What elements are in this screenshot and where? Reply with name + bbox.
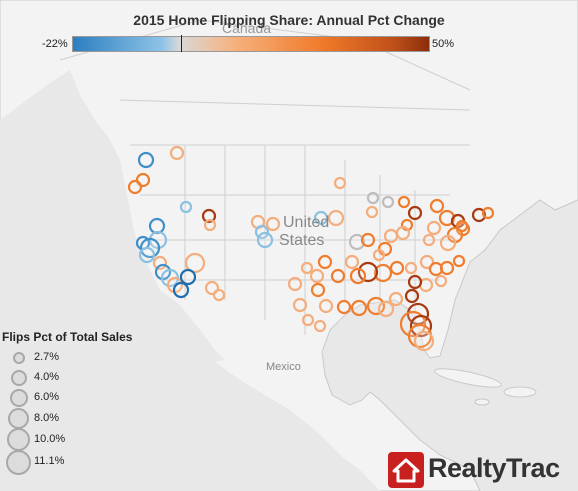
united-label: United (283, 214, 329, 231)
flip-point[interactable] (399, 310, 427, 338)
flip-point[interactable] (397, 195, 411, 209)
flip-point[interactable] (350, 299, 368, 317)
flip-point[interactable] (404, 288, 420, 304)
flip-point[interactable] (455, 219, 469, 233)
flip-point[interactable] (179, 200, 193, 214)
canada-label: Canada (222, 20, 271, 36)
flip-point[interactable] (407, 205, 423, 221)
mexico-label: Mexico (266, 361, 301, 373)
flip-point[interactable] (313, 319, 327, 333)
flip-point[interactable] (212, 288, 226, 302)
flip-point[interactable] (389, 260, 405, 276)
flip-point[interactable] (404, 261, 418, 275)
flip-point[interactable] (426, 220, 442, 236)
flip-point[interactable] (318, 298, 334, 314)
flip-point[interactable] (330, 268, 346, 284)
flip-point[interactable] (256, 231, 274, 249)
flip-point[interactable] (413, 330, 435, 352)
gulf-of-mexico (322, 305, 418, 380)
legend-circle (8, 408, 29, 429)
flip-point[interactable] (179, 268, 197, 286)
flip-point[interactable] (407, 274, 423, 290)
flip-point[interactable] (137, 151, 155, 169)
flip-point[interactable] (127, 179, 143, 195)
legend-circle (7, 428, 30, 451)
states-label: States (279, 232, 324, 249)
flip-point[interactable] (395, 225, 411, 241)
legend-circle (10, 389, 28, 407)
legend-circle (6, 450, 31, 475)
house-logo-icon (388, 452, 424, 488)
flip-point[interactable] (372, 248, 386, 262)
flip-point[interactable] (265, 216, 281, 232)
logo-text: RealtyTrac (428, 453, 560, 483)
map-title: 2015 Home Flipping Share: Annual Pct Cha… (133, 12, 445, 28)
cuba (434, 368, 502, 388)
flip-point[interactable] (366, 191, 380, 205)
flip-point[interactable] (172, 281, 190, 299)
size-legend: Flips Pct of Total Sales 2.7% 4.0% 6.0% … (2, 330, 192, 475)
legend-label: 8.0% (34, 412, 60, 424)
flip-point[interactable] (357, 261, 379, 283)
flip-point[interactable] (388, 291, 404, 307)
legend-circle (11, 370, 27, 386)
flip-point[interactable] (481, 206, 495, 220)
flip-point[interactable] (381, 195, 395, 209)
flip-point[interactable] (349, 267, 367, 285)
flip-point[interactable] (348, 233, 366, 251)
flip-point[interactable] (300, 261, 314, 275)
flip-point[interactable] (360, 232, 376, 248)
legend-label: 11.1% (34, 455, 65, 467)
flip-point[interactable] (452, 254, 466, 268)
flip-point[interactable] (336, 299, 352, 315)
baja-water (160, 290, 225, 362)
legend-label: 4.0% (34, 371, 60, 383)
flip-point[interactable] (201, 208, 217, 224)
color-scale-bar[interactable] (72, 35, 430, 52)
legend-circle (13, 352, 25, 364)
legend-label: 6.0% (34, 391, 60, 403)
flip-point[interactable] (327, 209, 345, 227)
legend-label: 2.7% (34, 351, 60, 363)
flip-point[interactable] (317, 254, 333, 270)
flip-point[interactable] (365, 205, 379, 219)
flip-point[interactable] (309, 268, 325, 284)
scale-min-label: -22% (42, 38, 68, 50)
legend-title: Flips Pct of Total Sales (2, 330, 133, 344)
flip-point[interactable] (203, 218, 217, 232)
flip-point[interactable] (138, 246, 156, 264)
flip-point[interactable] (439, 234, 457, 252)
scale-max-label: 50% (432, 38, 455, 50)
flip-point[interactable] (373, 263, 393, 283)
scale-zero-tick (181, 35, 182, 52)
flip-point[interactable] (301, 313, 315, 327)
flip-point[interactable] (344, 254, 360, 270)
flip-point[interactable] (434, 274, 448, 288)
hispaniola (503, 386, 537, 398)
flip-point[interactable] (313, 210, 329, 226)
flip-point[interactable] (310, 282, 326, 298)
flip-point[interactable] (429, 198, 445, 214)
flip-point[interactable] (439, 260, 455, 276)
flip-point[interactable] (422, 233, 436, 247)
flip-point[interactable] (148, 217, 166, 235)
jamaica (474, 398, 490, 406)
realtytrac-logo[interactable]: RealtyTrac (388, 452, 576, 488)
flip-point[interactable] (287, 276, 303, 292)
flip-points (127, 145, 495, 352)
flip-point[interactable] (333, 176, 347, 190)
flip-point[interactable] (377, 300, 395, 318)
pacific-water (0, 70, 380, 491)
flip-point[interactable] (184, 252, 206, 274)
flip-point[interactable] (383, 228, 399, 244)
flip-point[interactable] (292, 297, 308, 313)
legend-label: 10.0% (34, 433, 66, 445)
flip-point[interactable] (419, 254, 435, 270)
flip-point[interactable] (169, 145, 185, 161)
